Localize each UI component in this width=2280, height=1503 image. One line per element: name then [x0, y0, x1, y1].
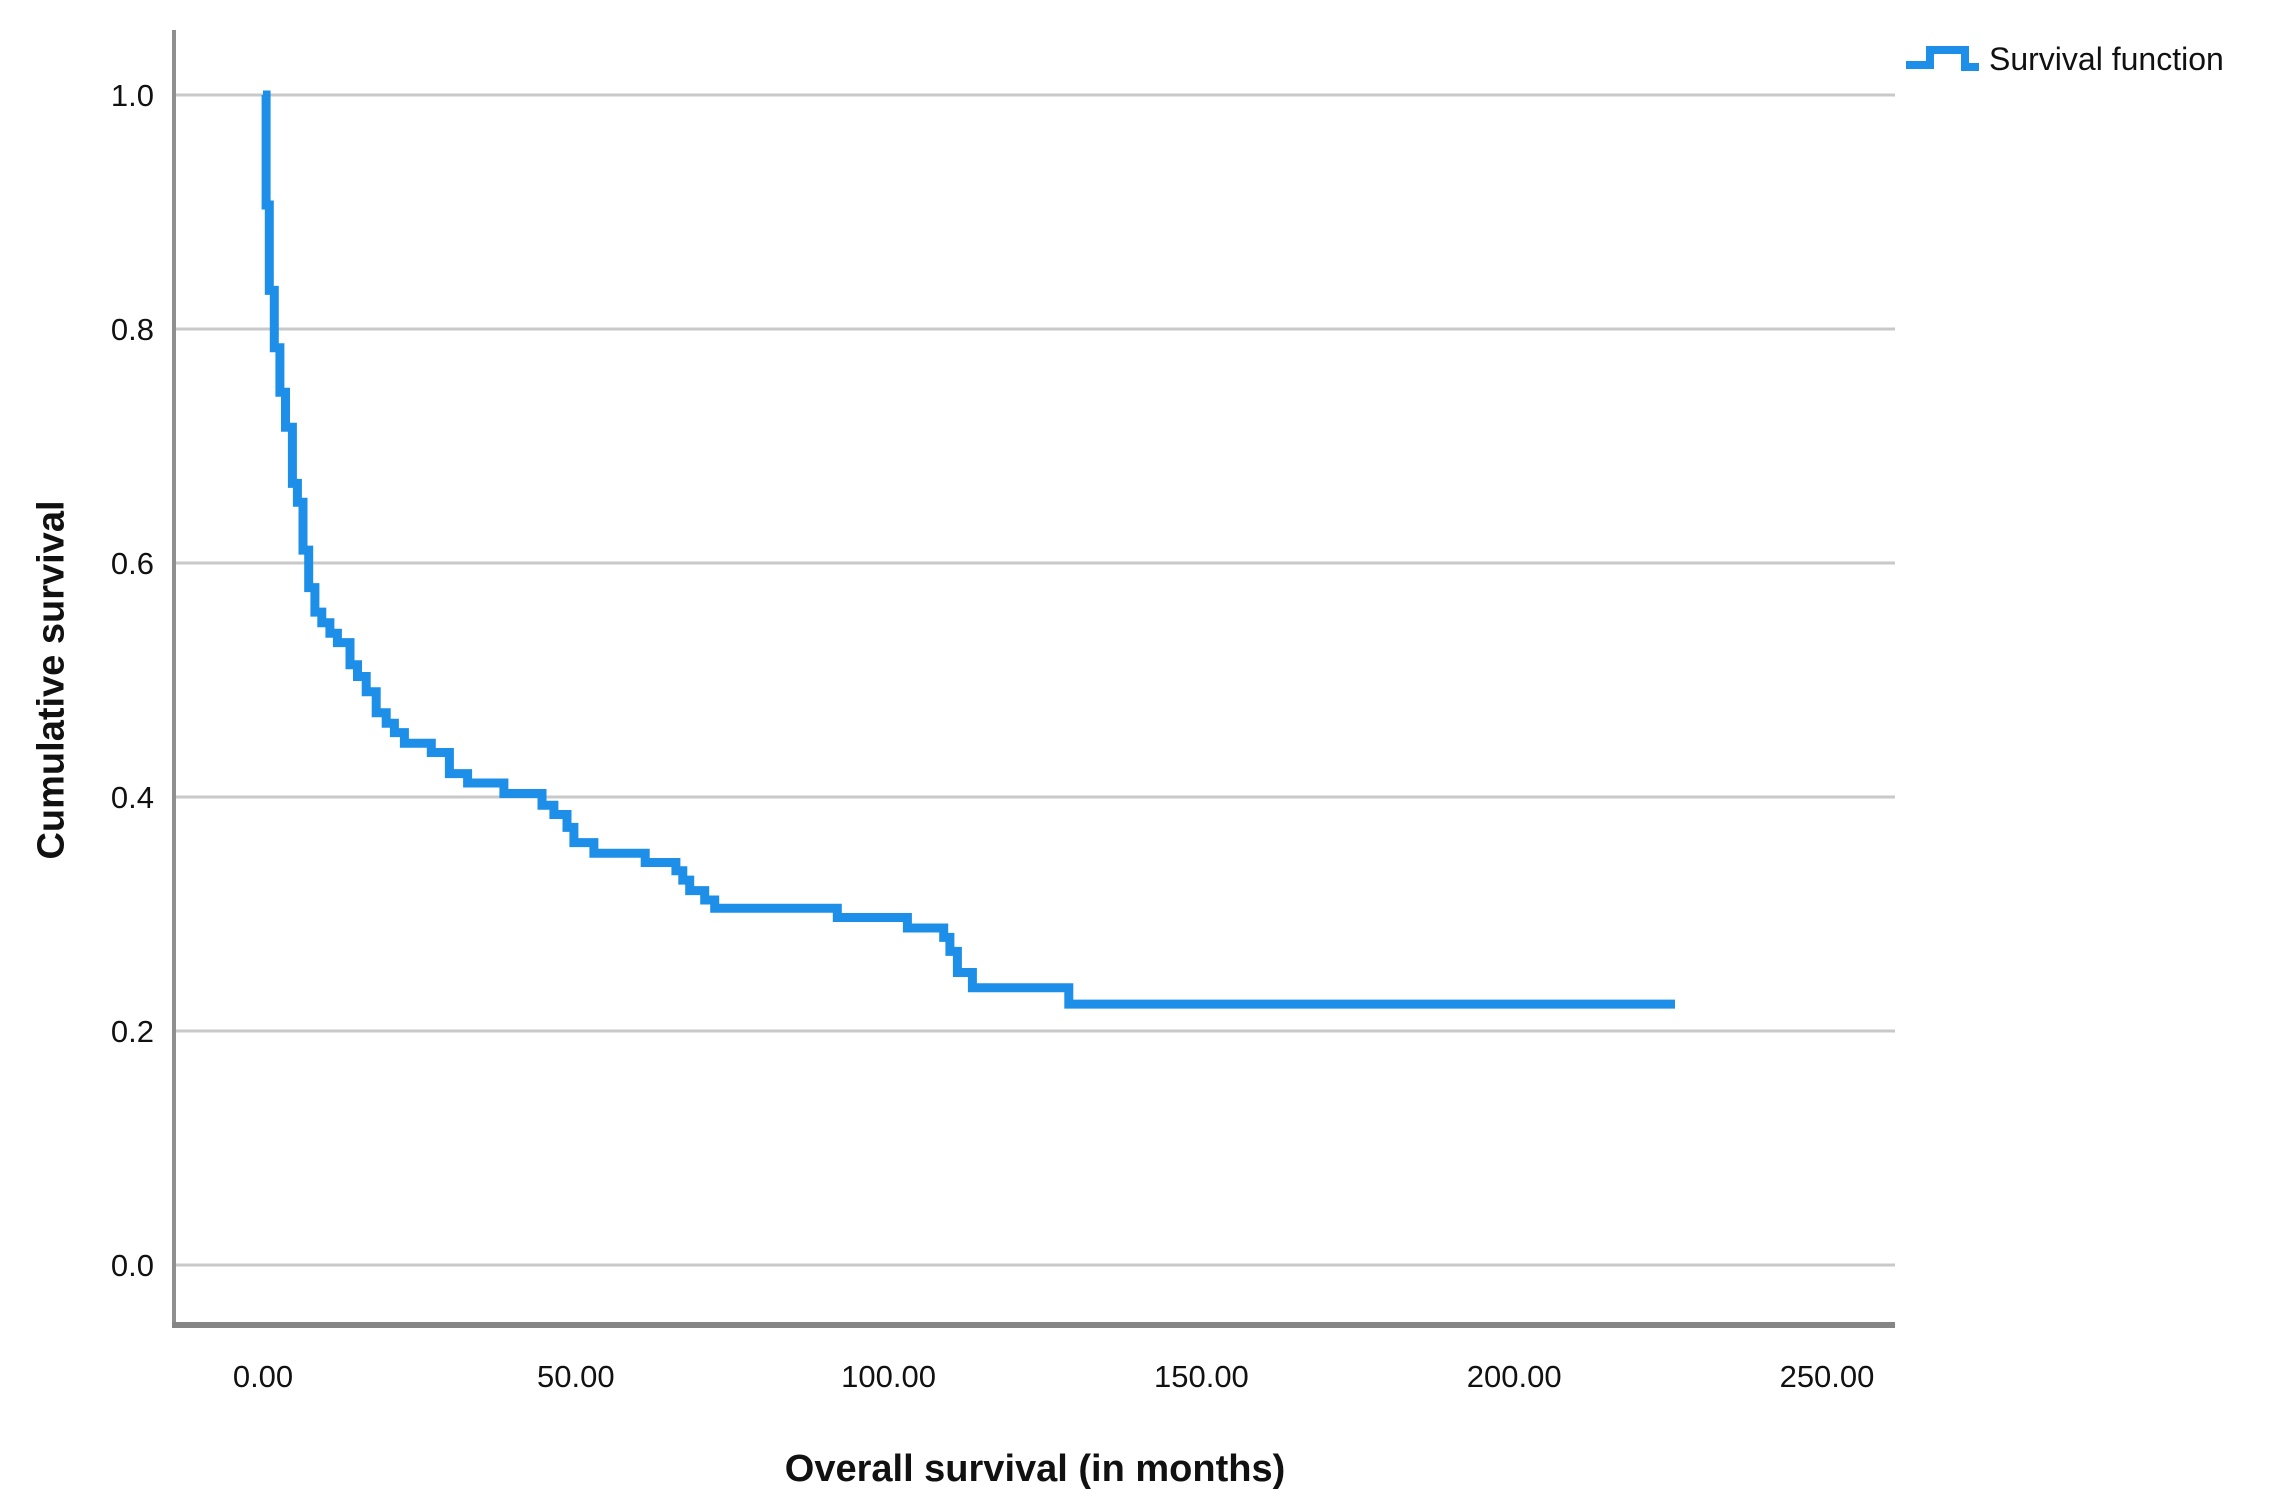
- x-tick-label: 200.00: [1467, 1359, 1562, 1394]
- legend-label: Survival function: [1989, 40, 2224, 77]
- y-tick-label: 0.0: [111, 1248, 154, 1283]
- survival-curve: [261, 90, 1675, 1009]
- legend: Survival function: [1903, 40, 2224, 78]
- y-tick-label: 1.0: [111, 78, 154, 113]
- legend-step-line-icon: [1906, 46, 1979, 71]
- x-tick-label: 50.00: [537, 1359, 615, 1394]
- y-axis-title: Cumulative survival: [30, 500, 73, 860]
- x-tick-label: 250.00: [1780, 1359, 1875, 1394]
- y-tick-label: 0.2: [111, 1014, 154, 1049]
- y-tick-label: 0.8: [111, 312, 154, 347]
- x-tick-label: 0.00: [233, 1359, 293, 1394]
- x-tick-label: 150.00: [1154, 1359, 1249, 1394]
- x-axis-title: Overall survival (in months): [784, 1448, 1286, 1490]
- x-tick-label: 100.00: [841, 1359, 936, 1394]
- y-tick-label: 0.6: [111, 546, 154, 581]
- y-tick-label: 0.4: [111, 780, 154, 815]
